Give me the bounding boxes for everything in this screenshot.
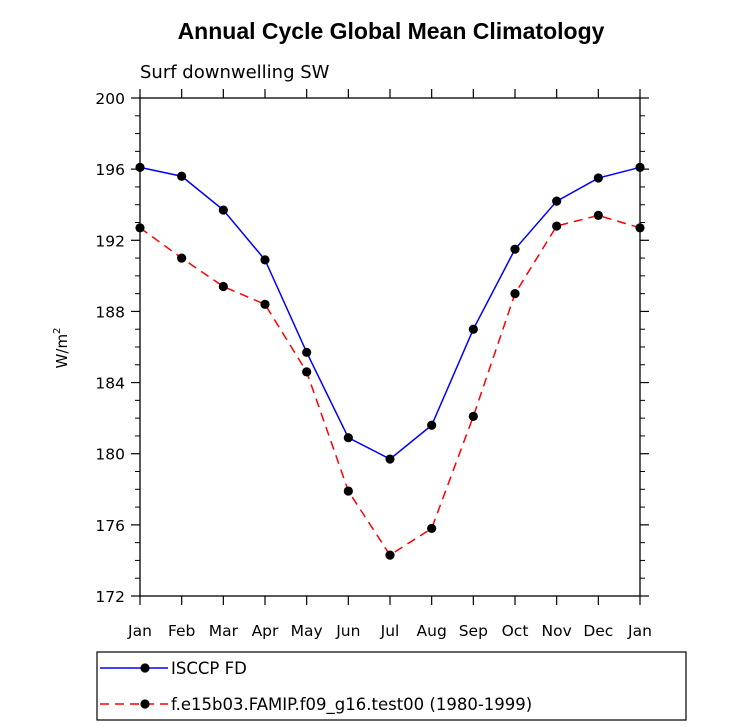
legend-label-2: f.e15b03.FAMIP.f09_g16.test00 (1980-1999… (171, 695, 532, 715)
series-layer (135, 162, 645, 560)
y-tick-label: 200 (95, 90, 125, 108)
y-axis-label-superscript: 2 (52, 328, 63, 334)
series-2-point (260, 299, 270, 309)
series-2-point (468, 411, 478, 421)
series-1-point (218, 205, 228, 215)
series-2-point (135, 223, 145, 233)
x-tick-label: Jul (380, 622, 400, 640)
y-tick-label: 176 (95, 517, 125, 535)
legend-marker-2 (140, 699, 150, 709)
series-1-point (468, 324, 478, 334)
series-2-point (385, 550, 395, 560)
series-1-point (302, 347, 312, 357)
x-tick-label: Oct (502, 622, 529, 640)
series-2-point (177, 253, 187, 263)
x-tick-label: Apr (252, 622, 279, 640)
series-2-point (218, 281, 228, 292)
y-tick-label: 192 (95, 232, 125, 250)
x-tick-label: Aug (417, 622, 447, 640)
y-tick-label: 184 (95, 375, 125, 393)
x-tick-label: Sep (459, 622, 488, 640)
series-1-point (177, 171, 187, 181)
x-tick-label: Nov (542, 622, 572, 640)
y-tick-label: 180 (95, 446, 125, 464)
series-line-1 (139, 166, 641, 460)
legend-label-1: ISCCP FD (171, 659, 247, 678)
x-tick-label: Feb (168, 622, 195, 640)
series-1-point (135, 162, 145, 172)
series-2-point (427, 523, 437, 534)
x-tick-label: Mar (209, 622, 239, 640)
x-tick-label: Jan (127, 622, 152, 640)
legend-box (96, 651, 687, 721)
series-1-point (343, 433, 353, 443)
y-axis-label-text: W/m (53, 334, 71, 369)
series-1-point (635, 162, 645, 172)
legend-marker-1 (140, 663, 150, 673)
series-1-point (510, 244, 520, 254)
chart-subtitle: Surf downwelling SW (140, 62, 330, 83)
series-1-point (593, 173, 603, 183)
series-2-point (343, 486, 353, 496)
chart-title: Annual Cycle Global Mean Climatology (178, 18, 605, 44)
series-2-point (302, 367, 312, 377)
series-1-point (260, 255, 270, 265)
legend: ISCCP FD f.e15b03.FAMIP.f09_g16.test00 (1… (100, 659, 532, 715)
y-tick-label: 188 (95, 303, 125, 321)
series-1-point (552, 196, 562, 206)
x-tick-labels: Jan Feb Mar Apr May Jun Jul Aug Sep Oct Nov Dec Jan (127, 622, 652, 640)
x-tick-label: Jan (627, 622, 652, 640)
plot-frame (139, 97, 641, 597)
x-tick-label: May (291, 622, 323, 640)
x-tick-label: Dec (583, 622, 613, 640)
series-2-point (552, 221, 562, 231)
axis-ticks (131, 89, 649, 605)
svg-text:W/m2: W/m2 (52, 328, 71, 369)
y-axis-label: W/m2 (52, 328, 71, 369)
series-line-2 (139, 214, 641, 557)
y-tick-label: 196 (95, 161, 125, 179)
series-2-point (635, 223, 645, 233)
series-1-point (427, 420, 437, 430)
series-2-point (593, 210, 603, 220)
y-tick-labels: 172 176 180 184 188 192 196 200 (95, 90, 125, 606)
series-2-point (510, 289, 520, 299)
y-tick-label: 172 (95, 588, 125, 606)
x-tick-label: Jun (335, 622, 360, 640)
series-1-point (385, 454, 395, 464)
